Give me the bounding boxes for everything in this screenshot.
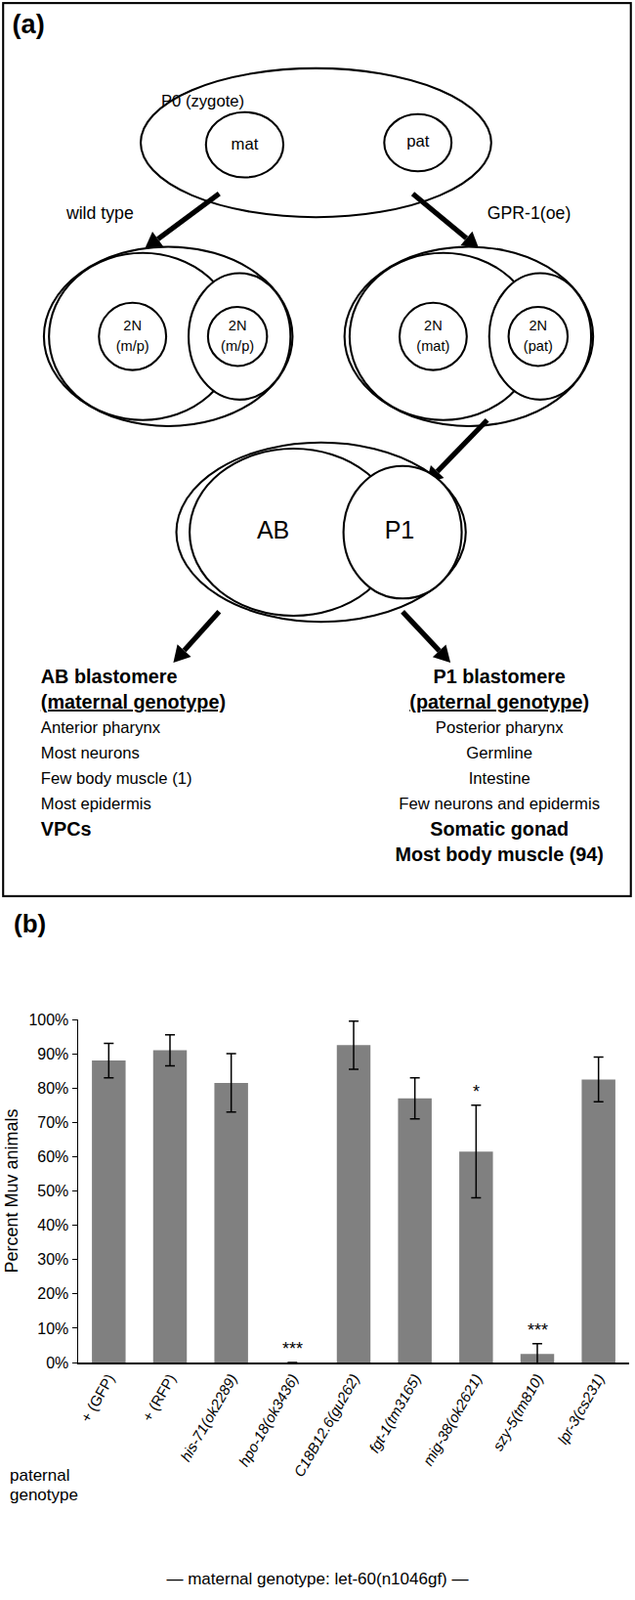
svg-text:GPR-1(oe): GPR-1(oe) [487,203,572,223]
svg-text:(pat): (pat) [523,338,553,354]
svg-text:2N: 2N [228,317,248,334]
svg-text:2N: 2N [528,317,548,334]
svg-text:+ (GFP): + (GFP) [77,1370,119,1425]
svg-text:Few body muscle (1): Few body muscle (1) [41,768,193,788]
svg-text:***: *** [282,1338,303,1358]
svg-text:(mat): (mat) [416,338,450,354]
svg-text:Percent Muv animals: Percent Muv animals [1,1107,22,1272]
svg-text:90%: 90% [37,1045,69,1062]
svg-text:2N: 2N [123,317,142,334]
html-text:(b): (b) [13,908,47,938]
svg-text:30%: 30% [37,1250,69,1268]
svg-text:Anterior pharynx: Anterior pharynx [41,718,162,737]
svg-text:AB blastomere: AB blastomere [41,665,178,687]
svg-text:fgt-1(tm3165): fgt-1(tm3165) [365,1370,424,1455]
svg-text:AB: AB [256,515,290,544]
svg-text:lpr-3(cs231): lpr-3(cs231) [553,1370,608,1447]
svg-text:Posterior pharynx: Posterior pharynx [435,718,564,737]
svg-text:szy-5(tm810): szy-5(tm810) [489,1370,547,1453]
svg-text:70%: 70% [37,1113,69,1131]
svg-text:mig-38(ok2621): mig-38(ok2621) [419,1370,485,1468]
svg-text:(a): (a) [12,8,45,40]
svg-text:20%: 20% [37,1284,69,1302]
svg-text:wild type: wild type [65,203,134,223]
svg-text:50%: 50% [37,1182,69,1199]
svg-text:(m/p): (m/p) [220,338,254,354]
svg-text:+ (RFP): + (RFP) [138,1370,179,1424]
svg-text:*: * [472,1081,480,1101]
svg-text:P1: P1 [384,515,416,544]
svg-text:P1 blastomere: P1 blastomere [433,665,566,687]
svg-text:60%: 60% [37,1147,69,1165]
svg-text:Few neurons and epidermis: Few neurons and epidermis [398,794,600,813]
svg-text:10%: 10% [37,1319,69,1337]
svg-text:Most body muscle (94): Most body muscle (94) [394,843,603,865]
svg-text:***: *** [527,1319,549,1340]
svg-text:P0 (zygote): P0 (zygote) [161,91,245,111]
html-text:paternal genotype: paternal genotype [9,1465,79,1504]
svg-text:hpo-18(ok3436): hpo-18(ok3436) [235,1370,302,1469]
svg-text:40%: 40% [37,1216,69,1233]
svg-text:Most neurons: Most neurons [41,743,140,762]
svg-text:VPCs: VPCs [41,817,92,840]
svg-text:mat: mat [231,134,259,154]
svg-text:Intestine: Intestine [468,768,531,788]
svg-text:Most epidermis: Most epidermis [41,794,152,813]
svg-text:100%: 100% [28,1011,69,1028]
svg-text:(m/p): (m/p) [116,338,150,354]
svg-text:pat: pat [406,131,430,151]
svg-text:0%: 0% [45,1354,69,1371]
svg-text:Germline: Germline [465,743,533,762]
svg-text:(paternal genotype): (paternal genotype) [409,690,590,713]
svg-text:Somatic gonad: Somatic gonad [429,817,569,840]
svg-text:(maternal genotype): (maternal genotype) [41,690,226,713]
svg-text:C18B12.6(gu262): C18B12.6(gu262) [290,1370,363,1480]
svg-text:80%: 80% [37,1079,69,1097]
svg-text:his-71(ok2289): his-71(ok2289) [176,1370,241,1464]
html-text:— maternal genotype: let-60(n1: — maternal genotype: let-60(n1046gf) — [166,1568,469,1588]
svg-text:2N: 2N [423,317,443,334]
